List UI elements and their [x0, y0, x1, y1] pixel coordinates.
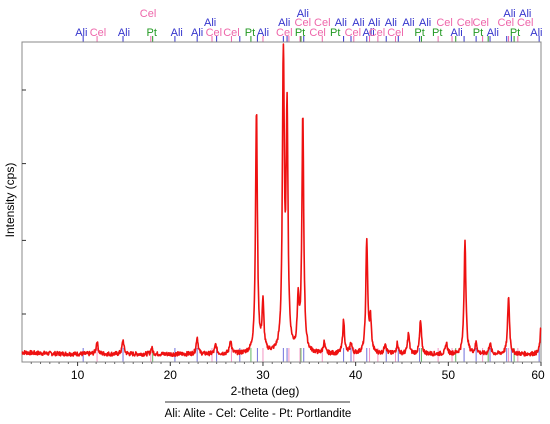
phase-label-cel: Cel	[473, 17, 490, 29]
phase-label-cel: Cel	[140, 8, 157, 20]
phase-label-ali: Ali	[297, 8, 309, 20]
y-axis-label: Intensity (cps)	[3, 163, 17, 238]
phase-label-ali: Ali	[503, 8, 515, 20]
phase-label-pt: Pt	[245, 27, 255, 39]
phase-label-pt: Pt	[414, 27, 424, 39]
x-axis: 10 20 30 40 50 60	[30, 362, 545, 382]
phase-label-ali: Ali	[363, 27, 375, 39]
phase-label-cel: Cel	[517, 17, 534, 29]
y-axis	[22, 89, 26, 315]
phase-annotation-labels: Ali Cel Ali Pt Ali Ali Cel Cel Pt Ali Cel Pt Cel Pt Ce…	[75, 8, 542, 39]
phase-label-pt: Pt	[330, 27, 340, 39]
x-tick-label: 20	[164, 368, 178, 382]
phase-label-cel: Cel	[90, 27, 107, 39]
phase-label-cel: Cel	[309, 27, 326, 39]
phase-marker-ticks	[82, 36, 540, 362]
phase-label-pt: Pt	[147, 27, 157, 39]
phase-label-ali: Ali	[191, 27, 203, 39]
phase-label-cel: Cel	[457, 17, 474, 29]
phase-label-cel: Cel	[498, 17, 515, 29]
phase-label-cel: Cel	[387, 27, 404, 39]
phase-label-cel: Cel	[436, 17, 453, 29]
phase-label-ali: Ali	[118, 27, 130, 39]
phase-label-ali: Ali	[451, 27, 463, 39]
phase-label-ali: Ali	[204, 17, 216, 29]
phase-label-pt: Pt	[473, 27, 483, 39]
phase-label-ali: Ali	[257, 27, 269, 39]
phase-label-pt: Pt	[432, 27, 442, 39]
phase-label-ali: Ali	[171, 27, 183, 39]
legend-text: Ali: Alite - Cel: Celite - Pt: Portlandi…	[165, 408, 352, 420]
phase-label-cel: Cel	[295, 17, 312, 29]
phase-label-ali: Ali	[335, 17, 347, 29]
phase-label-cel: Cel	[223, 27, 240, 39]
x-tick-label: 30	[256, 368, 270, 382]
phase-label-ali: Ali	[419, 17, 431, 29]
phase-label-ali: Ali	[278, 17, 290, 29]
x-tick-label: 10	[71, 368, 85, 382]
phase-label-cel: Cel	[206, 27, 223, 39]
x-tick-label: 60	[531, 368, 545, 382]
phase-label-pt: Pt	[295, 27, 305, 39]
phase-label-ali: Ali	[519, 8, 531, 20]
phase-label-ali: Ali	[75, 27, 87, 39]
x-tick-label: 50	[442, 368, 456, 382]
phase-label-pt: Pt	[510, 27, 520, 39]
phase-label-ali: Ali	[385, 17, 397, 29]
phase-label-cel: Cel	[369, 27, 386, 39]
phase-label-ali: Ali	[368, 17, 380, 29]
phase-label-cel: Cel	[345, 27, 362, 39]
diffraction-pattern-line	[21, 43, 542, 357]
phase-label-ali: Ali	[352, 17, 364, 29]
phase-label-cel: Cel	[314, 17, 331, 29]
x-tick-label: 40	[349, 368, 363, 382]
phase-label-cel: Cel	[276, 27, 293, 39]
x-axis-label: 2-theta (deg)	[231, 384, 300, 398]
phase-label-ali: Ali	[402, 17, 414, 29]
